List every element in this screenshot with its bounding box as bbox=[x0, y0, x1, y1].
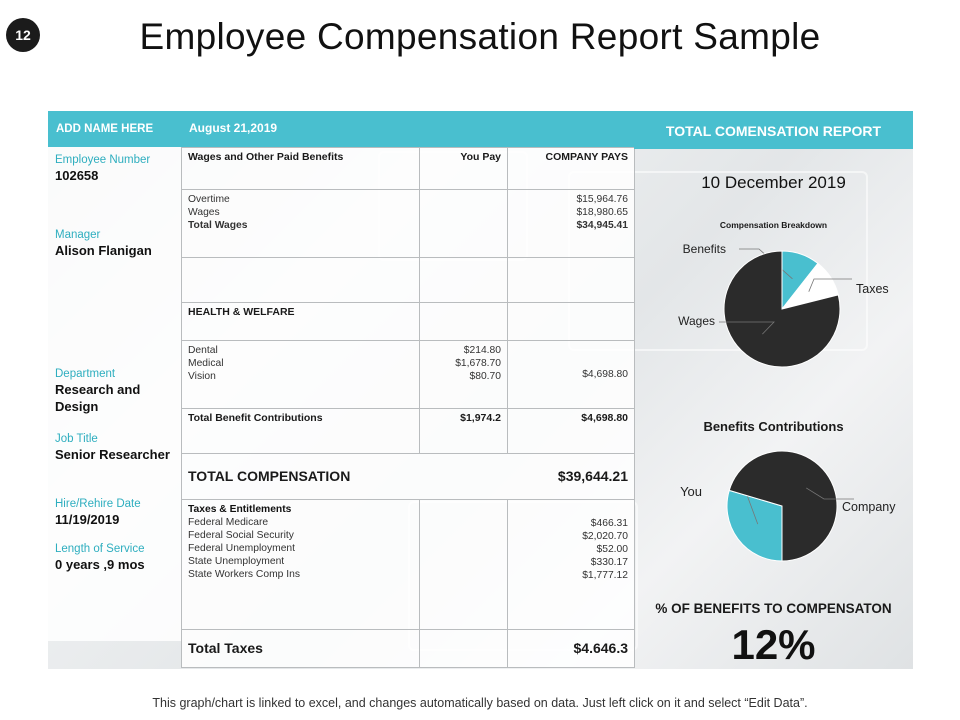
report-date: 10 December 2019 bbox=[701, 173, 846, 192]
col-header-company-pays: COMPANY PAYS bbox=[507, 147, 635, 190]
tax-value: $466.31 bbox=[590, 518, 628, 529]
benefits-contributions-pie: You Company bbox=[680, 450, 896, 562]
taxes-labels: Taxes & Entitlements Federal Medicare Fe… bbox=[181, 499, 420, 630]
pie-label-company: Company bbox=[842, 500, 896, 514]
health-company-value: $4,698.80 bbox=[507, 340, 635, 409]
field-value: Research and Design bbox=[55, 382, 141, 414]
dental-value: $214.80 bbox=[463, 345, 501, 356]
field-label: Length of Service bbox=[55, 543, 145, 555]
employee-info-panel: ADD NAME HERE Employee Number 102658 Man… bbox=[48, 111, 181, 641]
pie-label-you: You bbox=[680, 484, 702, 499]
table-row: Taxes & Entitlements Federal Medicare Fe… bbox=[181, 499, 635, 630]
total-comp-label: TOTAL COMPENSATION bbox=[181, 453, 420, 500]
total-comp-value: $39,644.21 bbox=[507, 453, 635, 500]
tax-item: State Unemployment bbox=[188, 556, 285, 567]
field-label: Manager bbox=[55, 229, 101, 241]
tax-value: $330.17 bbox=[590, 557, 628, 568]
employee-name-header: ADD NAME HERE bbox=[48, 111, 181, 147]
dental-label: Dental bbox=[188, 345, 218, 356]
slide-number: 12 bbox=[15, 27, 31, 43]
leader-line-taxes bbox=[808, 278, 852, 292]
report-date-header: August 21,2019 bbox=[181, 111, 634, 147]
tax-value: $52.00 bbox=[596, 544, 629, 555]
leader-line-wages bbox=[719, 321, 775, 335]
wages-labels: Overtime Wages Total Wages bbox=[181, 189, 420, 258]
chart2-title: Benefits Contributions bbox=[703, 419, 844, 434]
hire-date-field: Hire/Rehire Date 11/19/2019 bbox=[55, 497, 179, 528]
tax-item: State Workers Comp Ins bbox=[188, 569, 300, 580]
pie-slice-company bbox=[728, 450, 838, 562]
health-you-values: $214.80 $1,678.70 $80.70 bbox=[419, 340, 508, 409]
field-label: Hire/Rehire Date bbox=[55, 498, 141, 510]
vision-value: $80.70 bbox=[469, 371, 502, 382]
page-title: Employee Compensation Report Sample bbox=[139, 16, 821, 57]
charts-panel: 10 December 2019 Compensation Breakdown … bbox=[634, 149, 913, 669]
tax-value: $2,020.70 bbox=[582, 531, 628, 542]
pie-label-benefits: Benefits bbox=[683, 242, 726, 256]
leader-line-company bbox=[806, 487, 854, 500]
job-title-field: Job Title Senior Researcher bbox=[55, 432, 179, 463]
taxes-header: Taxes & Entitlements bbox=[188, 504, 292, 515]
benefit-total-you: $1,974.2 bbox=[419, 408, 508, 454]
department-field: Department Research and Design bbox=[55, 367, 179, 415]
tax-item: Federal Unemployment bbox=[188, 543, 296, 554]
medical-value: $1,678.70 bbox=[455, 358, 501, 369]
percent-benefits-title: % OF BENEFITS TO COMPENSATON bbox=[655, 601, 892, 616]
field-value: Alison Flanigan bbox=[55, 243, 152, 258]
slide-number-badge: 12 bbox=[6, 18, 40, 52]
field-value: 11/19/2019 bbox=[55, 512, 120, 527]
compensation-table: Wages and Other Paid Benefits You Pay CO… bbox=[181, 147, 635, 668]
total-taxes-row: Total Taxes $4.646.3 bbox=[181, 629, 635, 668]
total-wages-value: $34,945.41 bbox=[576, 220, 628, 231]
manager-field: Manager Alison Flanigan bbox=[55, 228, 179, 259]
employee-number-field: Employee Number 102658 bbox=[55, 153, 179, 184]
col-header-wages: Wages and Other Paid Benefits bbox=[181, 147, 420, 190]
percent-benefits-value: 12% bbox=[731, 621, 816, 668]
total-taxes-label: Total Taxes bbox=[181, 629, 420, 668]
benefit-total-company: $4,698.80 bbox=[507, 408, 635, 454]
medical-label: Medical bbox=[188, 358, 224, 369]
footer-note: This graph/chart is linked to excel, and… bbox=[152, 696, 808, 710]
field-value: 102658 bbox=[55, 168, 99, 183]
total-wages-label: Total Wages bbox=[188, 220, 248, 231]
field-label: Job Title bbox=[55, 433, 98, 445]
compensation-table-panel: August 21,2019 Wages and Other Paid Bene… bbox=[181, 111, 635, 668]
field-label: Employee Number bbox=[55, 154, 151, 166]
vision-label: Vision bbox=[188, 371, 216, 382]
health-labels: Dental Medical Vision bbox=[181, 340, 420, 409]
benefit-total-label: Total Benefit Contributions bbox=[181, 408, 420, 454]
compensation-breakdown-pie: Benefits Taxes Wages bbox=[678, 242, 889, 368]
pie-label-wages: Wages bbox=[678, 314, 715, 328]
total-compensation-row: TOTAL COMPENSATION $39,644.21 bbox=[181, 453, 635, 500]
table-row: HEALTH & WELFARE bbox=[181, 302, 635, 341]
table-row: Total Benefit Contributions $1,974.2 $4,… bbox=[181, 408, 635, 454]
taxes-values: $466.31 $2,020.70 $52.00 $330.17 $1,777.… bbox=[507, 499, 635, 630]
chart1-title: Compensation Breakdown bbox=[719, 220, 828, 230]
tax-item: Federal Social Security bbox=[188, 530, 294, 541]
overtime-label: Overtime bbox=[188, 194, 230, 205]
col-header-you-pay: You Pay bbox=[419, 147, 508, 190]
health-welfare-header: HEALTH & WELFARE bbox=[181, 302, 420, 341]
total-taxes-value: $4.646.3 bbox=[507, 629, 635, 668]
pie-slice-you bbox=[726, 489, 783, 562]
total-compensation-report-header: TOTAL COMENSATION REPORT bbox=[634, 111, 913, 149]
overtime-value: $15,964.76 bbox=[576, 194, 628, 205]
length-of-service-field: Length of Service 0 years ,9 mos bbox=[55, 542, 179, 573]
wages-label: Wages bbox=[188, 207, 220, 218]
wages-values: $15,964.76 $18,980.65 $34,945.41 bbox=[507, 189, 635, 258]
pie-label-taxes: Taxes bbox=[856, 282, 889, 296]
pie-slice-wages bbox=[723, 250, 841, 368]
field-label: Department bbox=[55, 368, 116, 380]
table-header-row: Wages and Other Paid Benefits You Pay CO… bbox=[181, 147, 635, 190]
table-row: Dental Medical Vision $214.80 $1,678.70 … bbox=[181, 340, 635, 409]
wages-value: $18,980.65 bbox=[576, 207, 628, 218]
table-row: Overtime Wages Total Wages $15,964.76 $1… bbox=[181, 189, 635, 258]
tax-value: $1,777.12 bbox=[582, 570, 628, 581]
field-value: 0 years ,9 mos bbox=[55, 557, 145, 572]
table-row bbox=[181, 257, 635, 303]
field-value: Senior Researcher bbox=[55, 447, 170, 462]
tax-item: Federal Medicare bbox=[188, 517, 269, 528]
